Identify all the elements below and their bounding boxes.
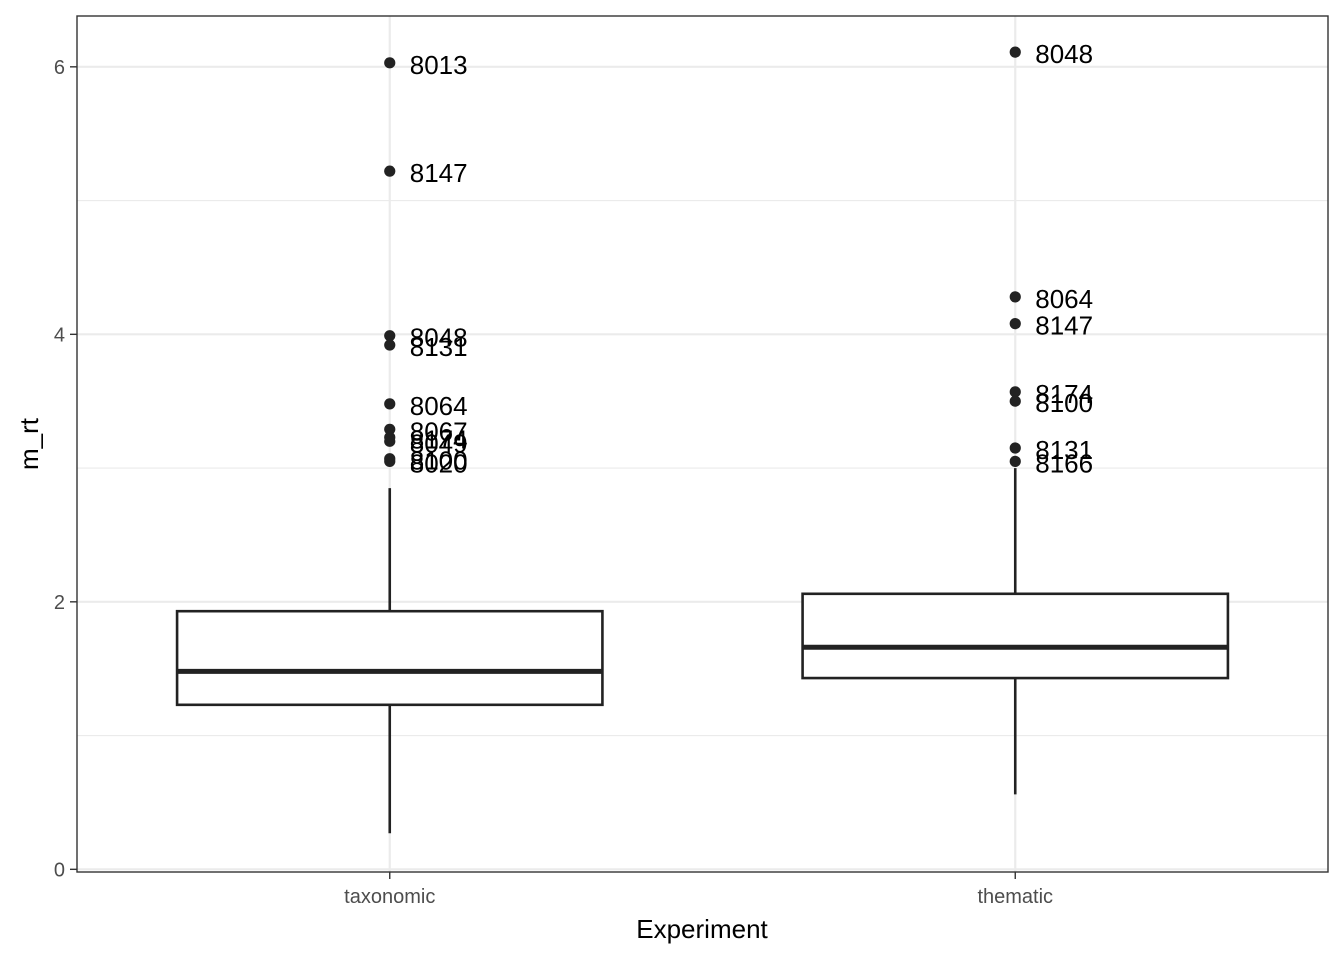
outlier-point: [384, 165, 396, 177]
box-thematic: [801, 592, 1230, 680]
outlier-label: 8131: [410, 332, 468, 362]
outlier-point: [1009, 318, 1021, 330]
outlier-point: [384, 398, 396, 410]
outlier-label: 8174: [1035, 379, 1093, 409]
boxplot-series: [175, 468, 1230, 834]
y-tick-label: 2: [54, 592, 65, 614]
outlier-points: 8013814780488131806480678174804981008020…: [384, 39, 1093, 478]
outlier-point: [384, 455, 396, 467]
outlier-point: [1009, 46, 1021, 58]
x-axis-title: Experiment: [636, 914, 768, 944]
x-tick-label: thematic: [977, 886, 1053, 908]
outlier-point: [1009, 455, 1021, 467]
outlier-label: 8100: [410, 446, 468, 476]
axes: 0 2 4 6 taxonomic thematic: [54, 57, 1053, 908]
outlier-label: 8064: [410, 391, 468, 421]
outlier-point: [384, 423, 396, 435]
outlier-label: 8100: [1035, 388, 1093, 418]
outlier-label: 8064: [1035, 284, 1093, 314]
outlier-label: 8067: [410, 416, 468, 446]
panel-border: [76, 15, 1329, 873]
outlier-point: [384, 330, 396, 342]
x-tick-label: taxonomic: [344, 886, 435, 908]
y-tick-label: 4: [54, 324, 65, 346]
outlier-label: 8147: [1035, 311, 1093, 341]
outlier-point: [1009, 291, 1021, 303]
grid-lines: [77, 16, 1328, 872]
outlier-label: 8049: [410, 428, 468, 458]
box-taxonomic: [175, 609, 604, 707]
outlier-label: 8166: [1035, 448, 1093, 478]
outlier-label: 8131: [1035, 435, 1093, 465]
outlier-point: [384, 57, 396, 69]
outlier-label: 8048: [1035, 39, 1093, 69]
outlier-point: [1009, 395, 1021, 407]
outlier-label: 8147: [410, 158, 468, 188]
y-axis-title: m_rt: [14, 417, 44, 470]
outlier-label: 8013: [410, 50, 468, 80]
y-tick-label: 6: [54, 57, 65, 79]
outlier-label: 8020: [410, 448, 468, 478]
outlier-point: [1009, 386, 1021, 398]
outlier-point: [1009, 442, 1021, 454]
outlier-label: 8174: [410, 424, 468, 454]
outlier-label: 8048: [410, 323, 468, 353]
outlier-point: [384, 339, 396, 351]
outlier-point: [384, 435, 396, 447]
y-tick-label: 0: [54, 859, 65, 881]
